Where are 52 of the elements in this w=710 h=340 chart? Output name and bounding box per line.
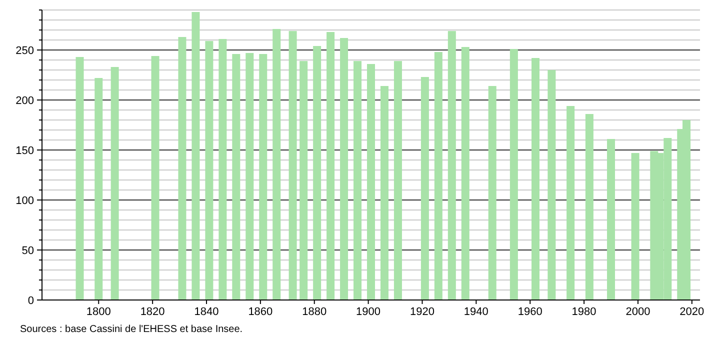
bar — [94, 78, 103, 300]
bar — [232, 54, 240, 300]
bar — [380, 86, 388, 300]
y-tick-label: 150 — [16, 144, 34, 157]
x-tick-label: 1880 — [302, 306, 327, 318]
bar — [532, 58, 540, 300]
bar — [192, 12, 200, 300]
y-tick-label: 100 — [16, 194, 34, 207]
bar — [607, 139, 616, 300]
bar — [76, 57, 84, 300]
x-tick-label: 2020 — [680, 306, 704, 318]
bar — [394, 61, 402, 300]
bar — [313, 46, 322, 300]
bar — [354, 61, 362, 300]
bar — [272, 29, 281, 300]
bar — [288, 31, 297, 300]
bar — [510, 49, 518, 300]
bar — [151, 56, 160, 300]
bar — [548, 70, 556, 300]
bar — [448, 31, 456, 300]
source-note: Sources : base Cassini de l'EHESS et base Insee. — [20, 324, 243, 335]
x-tick-label: 1900 — [356, 306, 381, 318]
bar — [259, 54, 268, 300]
bar — [461, 47, 470, 300]
x-tick-label: 1920 — [410, 306, 434, 318]
x-tick-label: 1820 — [140, 306, 165, 318]
x-tick-label: 1800 — [86, 306, 111, 318]
bar — [434, 52, 442, 300]
bar — [367, 64, 375, 300]
bar — [340, 38, 348, 300]
bar — [631, 153, 640, 300]
bar — [246, 53, 254, 300]
bar — [566, 106, 575, 300]
bar — [110, 67, 119, 300]
x-tick-label: 1980 — [572, 306, 596, 318]
bar — [218, 39, 227, 300]
x-tick-label: 1960 — [518, 306, 542, 318]
bar — [326, 32, 335, 300]
bar — [585, 114, 594, 300]
y-tick-label: 50 — [22, 244, 34, 257]
bar — [300, 61, 308, 300]
bar — [205, 41, 214, 300]
x-tick-label: 2000 — [626, 306, 650, 318]
x-tick-label: 1840 — [194, 306, 219, 318]
y-tick-label: 200 — [16, 94, 34, 107]
x-tick-label: 1860 — [248, 306, 273, 318]
bar — [178, 37, 186, 300]
bar — [420, 77, 429, 300]
y-tick-label: 0 — [28, 294, 34, 307]
x-tick-label: 1940 — [464, 306, 488, 318]
bar — [488, 86, 496, 300]
y-tick-label: 250 — [16, 44, 34, 57]
